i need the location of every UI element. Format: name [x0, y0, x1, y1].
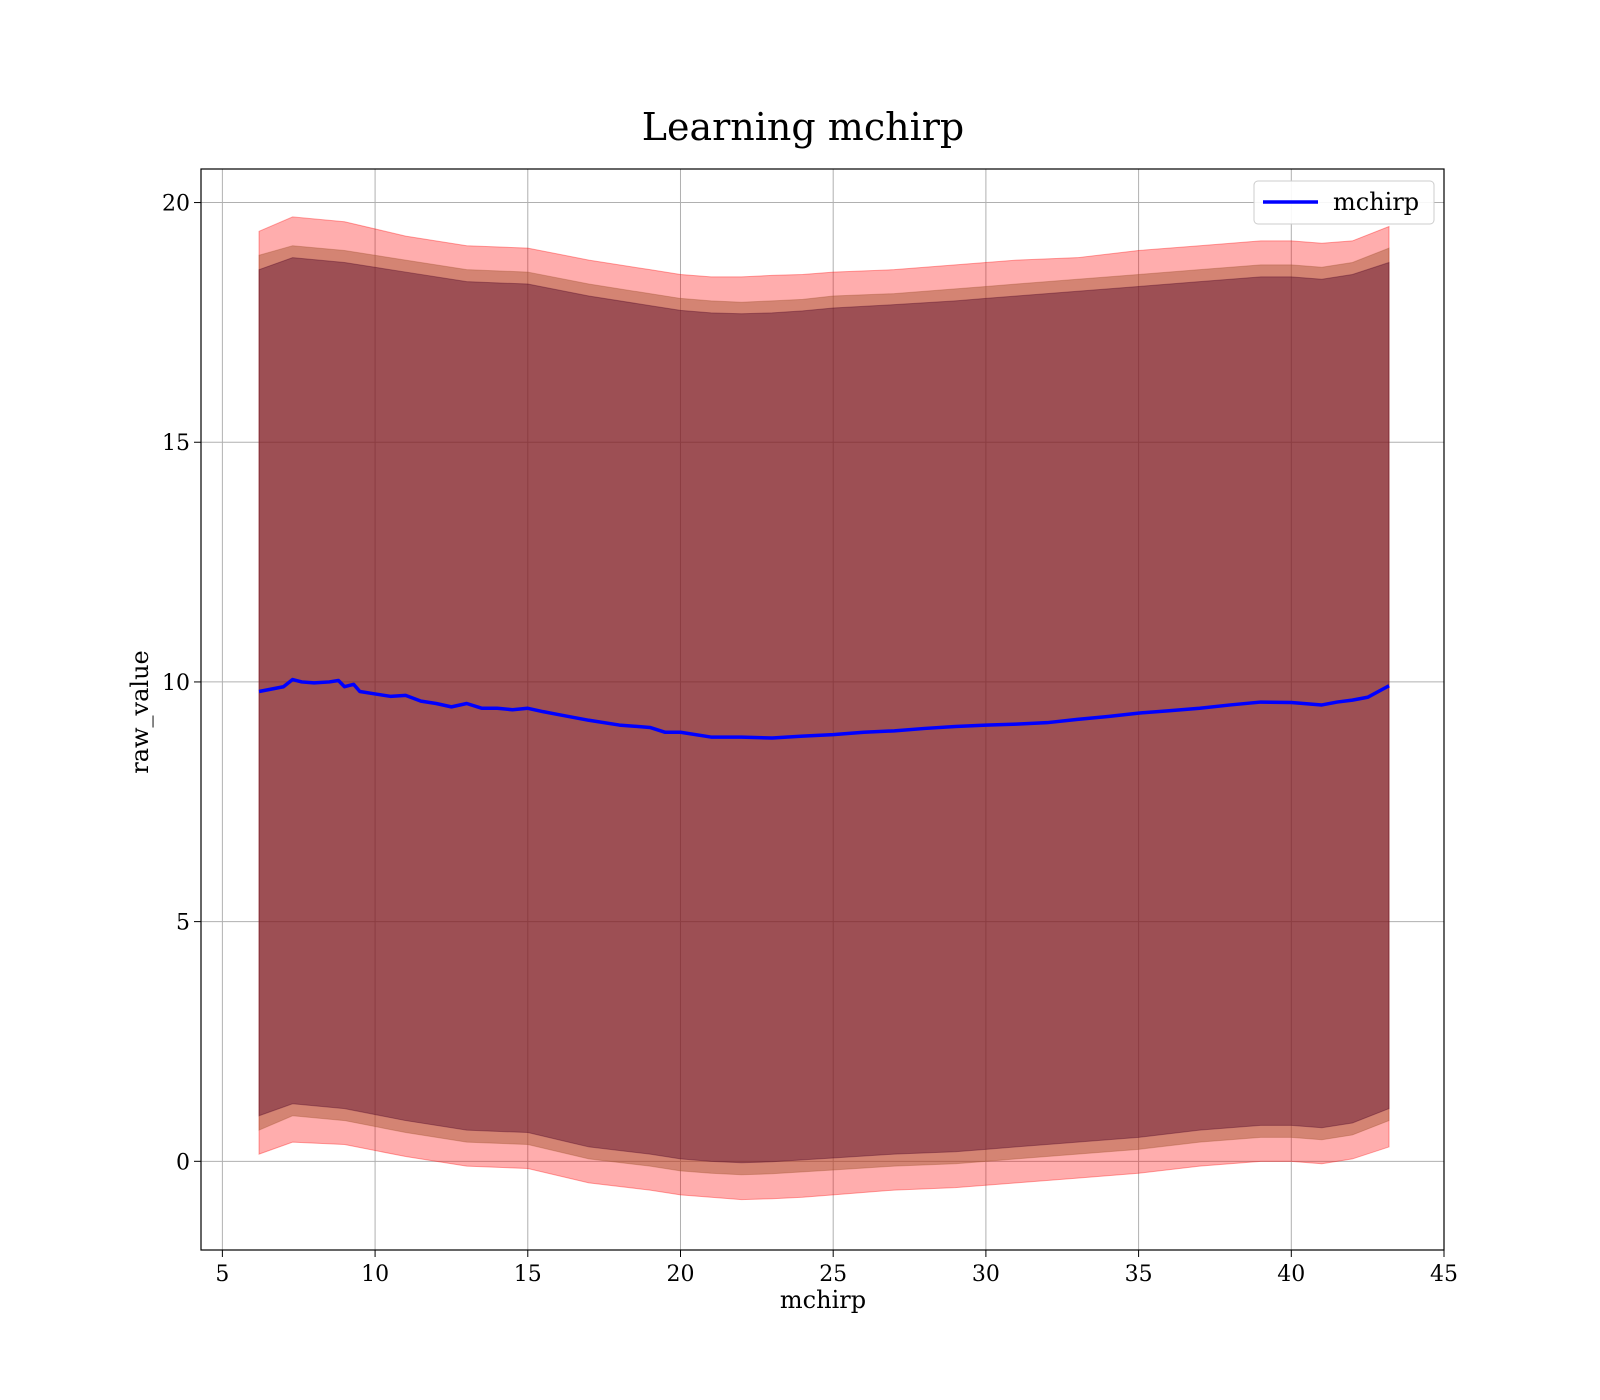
legend-box [1253, 180, 1435, 225]
x-tick-label: 15 [514, 1262, 542, 1287]
band-outer [258, 216, 1390, 1201]
y-tick-label: 10 [162, 671, 190, 696]
y-tick-label: 0 [176, 1150, 190, 1175]
x-tick-label: 25 [819, 1262, 847, 1287]
y-tick-label: 5 [176, 911, 190, 936]
chart-title: Learning mchirp [642, 105, 964, 149]
y-tick-label: 15 [162, 431, 190, 456]
x-tick-label: 45 [1430, 1262, 1458, 1287]
x-tick-label: 10 [361, 1262, 389, 1287]
y-axis-label: raw_value [126, 650, 154, 774]
y-tick-label: 20 [162, 192, 190, 217]
band-middle [258, 245, 1390, 1176]
band-inner [258, 257, 1390, 1164]
plot-frame [200, 168, 1445, 1251]
legend-label: mchirp [1333, 188, 1419, 216]
x-tick-label: 20 [666, 1262, 694, 1287]
x-axis-label: mchirp [780, 1286, 866, 1314]
series-lines [258, 677, 1390, 740]
x-tick-label: 35 [1125, 1262, 1153, 1287]
x-tick-label: 5 [215, 1262, 229, 1287]
x-tick-label: 30 [972, 1262, 1000, 1287]
legend: mchirp [1253, 180, 1435, 225]
confidence-bands [258, 216, 1390, 1201]
y-axis: 0 5 10 15 20 [162, 192, 201, 1175]
series-line-mchirp [258, 677, 1390, 740]
x-axis: 5 10 15 20 25 30 35 40 45 [215, 1250, 1458, 1287]
x-tick-label: 40 [1277, 1262, 1305, 1287]
